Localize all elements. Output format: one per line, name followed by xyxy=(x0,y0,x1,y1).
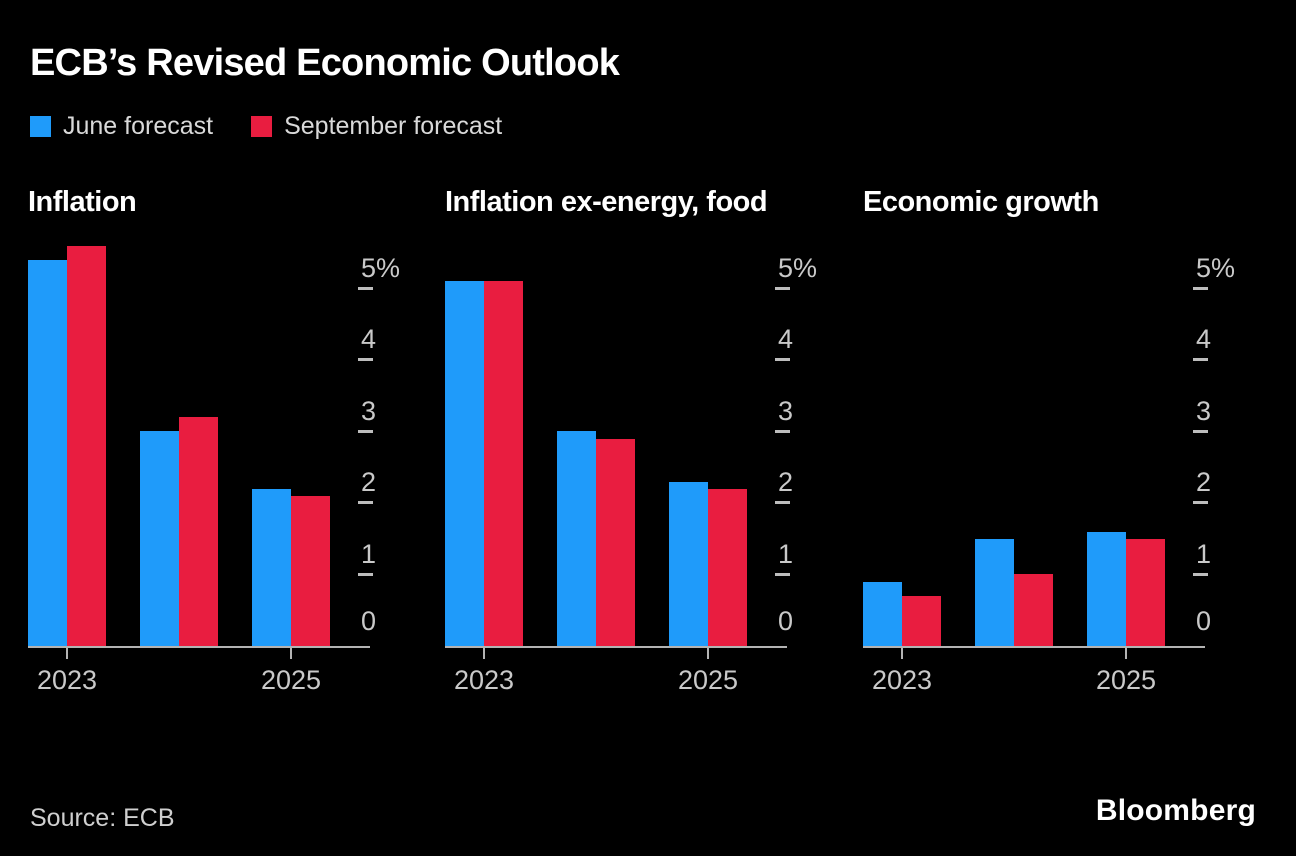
bar-inflation-2023-september-forecast xyxy=(67,246,106,646)
chart-panel-core-inflation: Inflation ex-energy, food 0 1 2 3 4 5% 2023 202… xyxy=(445,186,845,716)
plot-area-inflation: 0 1 2 3 4 5% 2023 2025 xyxy=(28,240,400,694)
bar-inflation-2025-june-forecast xyxy=(252,489,291,646)
bar-inflation-ex-energy-food-2025-june-forecast xyxy=(669,482,708,646)
y-axis-tick-5 xyxy=(358,286,373,290)
y-axis-label-2: 2 xyxy=(778,467,794,497)
y-axis-tick-3 xyxy=(775,429,790,433)
bloomberg-logo: Bloomberg xyxy=(1095,794,1256,827)
y-axis-label-4: 4 xyxy=(778,324,794,354)
y-axis-label-0: 0 xyxy=(361,606,377,636)
y-axis-label-5: 5% xyxy=(778,252,818,283)
plot-area-core-inflation: 0 1 2 3 4 5% 2023 2025 xyxy=(445,240,817,694)
bar-inflation-2024-june-forecast xyxy=(140,431,179,646)
y-axis-label-1: 1 xyxy=(1196,538,1212,569)
y-axis-tick-5 xyxy=(1193,286,1208,290)
chart-panel-economic-growth: Economic growth 0 1 2 3 4 5% 2023 2025 xyxy=(863,186,1263,716)
june-swatch-icon xyxy=(30,116,51,137)
y-axis-tick-5 xyxy=(775,286,790,290)
y-axis-tick-1 xyxy=(1193,572,1208,576)
y-axis-label-1: 1 xyxy=(361,538,377,569)
y-axis-tick-2 xyxy=(775,501,790,504)
y-axis-label-3: 3 xyxy=(1196,395,1212,426)
y-axis-tick-2 xyxy=(1193,501,1208,504)
panel-title-economic-growth: Economic growth xyxy=(863,186,1099,218)
bar-economic-growth-2024-june-forecast xyxy=(975,539,1014,646)
y-axis-tick-3 xyxy=(358,429,373,433)
september-swatch-icon xyxy=(251,116,273,137)
y-axis-label-5: 5% xyxy=(1196,252,1236,283)
x-axis-label-2025: 2025 xyxy=(260,665,322,695)
y-axis-label-3: 3 xyxy=(361,395,377,426)
y-axis-tick-3 xyxy=(1193,429,1208,433)
legend-item-september: September forecast xyxy=(251,114,502,139)
bar-inflation-ex-energy-food-2025-september-forecast xyxy=(708,489,747,646)
chart-panel-inflation: Inflation 0 1 2 3 4 5% 2023 2025 xyxy=(28,186,428,716)
y-axis-tick-4 xyxy=(775,358,790,361)
x-axis-label-2023: 2023 xyxy=(871,665,933,695)
y-axis-label-2: 2 xyxy=(361,467,377,497)
main-title: ECB’s Revised Economic Outlook xyxy=(30,42,620,84)
legend-item-june: June forecast xyxy=(30,114,213,139)
bar-economic-growth-2025-september-forecast xyxy=(1126,539,1165,646)
x-axis-tick-2025 xyxy=(1125,648,1127,659)
x-axis-tick-2025 xyxy=(290,648,292,659)
bar-inflation-ex-energy-food-2023-september-forecast xyxy=(484,281,523,646)
y-axis-tick-4 xyxy=(1193,358,1208,361)
y-axis-label-3: 3 xyxy=(778,395,794,426)
bar-economic-growth-2023-june-forecast xyxy=(863,582,902,646)
bar-inflation-ex-energy-food-2024-june-forecast xyxy=(557,431,596,646)
x-axis-label-2025: 2025 xyxy=(1095,665,1157,695)
legend-label-september: September forecast xyxy=(284,112,503,140)
y-axis-label-5: 5% xyxy=(361,252,401,283)
bar-economic-growth-2023-september-forecast xyxy=(902,596,941,646)
bar-economic-growth-2024-september-forecast xyxy=(1014,574,1053,646)
x-axis-tick-2023 xyxy=(66,648,68,659)
bar-inflation-ex-energy-food-2024-september-forecast xyxy=(596,439,635,646)
y-axis-label-0: 0 xyxy=(778,606,794,636)
panel-title-inflation: Inflation xyxy=(28,186,137,218)
bar-inflation-ex-energy-food-2023-june-forecast xyxy=(445,281,484,646)
bar-inflation-2023-june-forecast xyxy=(28,260,67,646)
bar-inflation-2025-september-forecast xyxy=(291,496,330,646)
bar-inflation-2024-september-forecast xyxy=(179,417,218,646)
y-axis-tick-1 xyxy=(775,572,790,576)
x-axis-tick-2023 xyxy=(901,648,903,659)
source-label: Source: ECB xyxy=(30,804,175,832)
y-axis-label-0: 0 xyxy=(1196,606,1212,636)
y-axis-tick-2 xyxy=(358,501,373,504)
y-axis-label-4: 4 xyxy=(361,324,377,354)
x-axis-label-2023: 2023 xyxy=(36,665,98,695)
y-axis-label-1: 1 xyxy=(778,538,794,569)
y-axis-label-4: 4 xyxy=(1196,324,1212,354)
panel-title-core-inflation: Inflation ex-energy, food xyxy=(445,186,768,218)
bar-economic-growth-2025-june-forecast xyxy=(1087,532,1126,646)
x-axis-label-2025: 2025 xyxy=(677,665,739,695)
y-axis-tick-1 xyxy=(358,572,373,576)
y-axis-tick-4 xyxy=(358,358,373,361)
plot-area-economic-growth: 0 1 2 3 4 5% 2023 2025 xyxy=(863,240,1235,694)
x-axis-label-2023: 2023 xyxy=(453,665,515,695)
legend-label-june: June forecast xyxy=(63,112,214,140)
x-axis-tick-2025 xyxy=(707,648,709,659)
y-axis-label-2: 2 xyxy=(1196,467,1212,497)
legend: June forecast September forecast xyxy=(30,114,540,139)
x-axis-tick-2023 xyxy=(483,648,485,659)
